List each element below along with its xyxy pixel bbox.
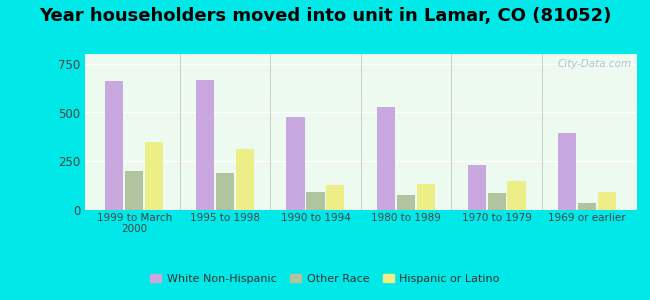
Bar bbox=[397, 195, 415, 210]
Bar bbox=[216, 173, 234, 210]
Bar bbox=[558, 133, 577, 210]
Bar bbox=[598, 193, 616, 210]
Text: Year householders moved into unit in Lamar, CO (81052): Year householders moved into unit in Lam… bbox=[39, 8, 611, 26]
Bar bbox=[196, 80, 214, 210]
Bar bbox=[488, 194, 506, 210]
Bar bbox=[508, 181, 526, 210]
Bar bbox=[306, 193, 324, 210]
Text: City-Data.com: City-Data.com bbox=[557, 59, 632, 69]
Bar bbox=[326, 184, 344, 210]
Bar bbox=[125, 171, 144, 210]
Bar bbox=[145, 142, 163, 210]
Bar bbox=[105, 81, 124, 210]
Bar bbox=[578, 203, 596, 210]
Bar bbox=[287, 117, 305, 210]
Bar bbox=[377, 106, 395, 210]
Bar bbox=[467, 165, 486, 210]
Legend: White Non-Hispanic, Other Race, Hispanic or Latino: White Non-Hispanic, Other Race, Hispanic… bbox=[146, 270, 504, 288]
Bar bbox=[236, 148, 254, 210]
Bar bbox=[417, 184, 435, 210]
